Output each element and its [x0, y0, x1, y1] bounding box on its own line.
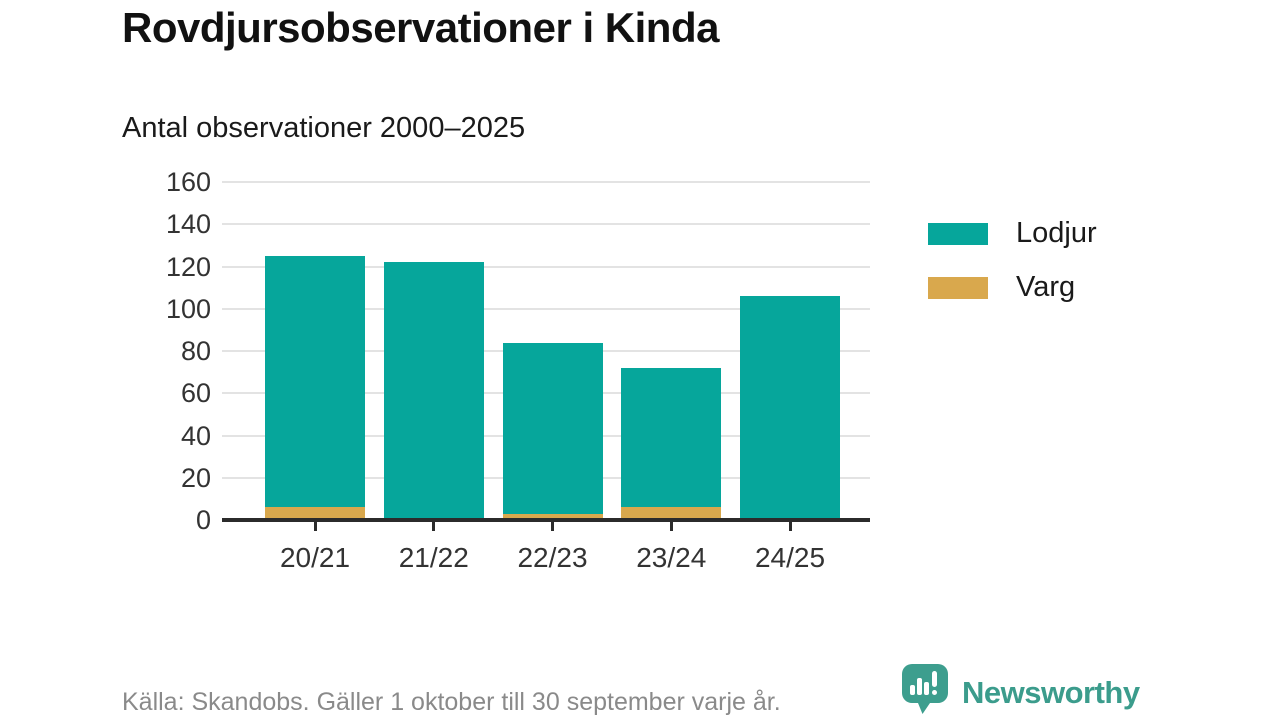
legend-label-varg: Varg: [1016, 271, 1076, 303]
x-axis-label-21-22: 21/22: [398, 542, 469, 573]
logo-bar-mid: [924, 682, 929, 695]
x-axis-label-24-25: 24/25: [754, 542, 826, 573]
x-axis-tick-21-22: [432, 522, 436, 531]
y-axis-tick-label-120: 120: [165, 251, 211, 282]
y-axis-tick-label-40: 40: [180, 420, 211, 451]
x-axis-tick-24-25: [788, 522, 792, 531]
source-note: Källa: Skandobs. Gäller 1 oktober till 3…: [122, 688, 781, 716]
y-axis-tick-label-140: 140: [165, 209, 211, 240]
y-axis-tick-label-80: 80: [180, 336, 211, 366]
bar-segment-varg-20-21: [265, 507, 365, 520]
x-axis-label-22-23: 22/23: [517, 542, 588, 573]
bar-segment-varg-23-24: [621, 507, 722, 520]
x-axis-label-23-24: 23/24: [636, 542, 707, 573]
logo-exclamation-stem: [932, 671, 937, 687]
y-axis-tick-label-60: 60: [180, 378, 211, 409]
x-axis-tick-22-23: [551, 522, 554, 531]
bar-segment-varg-22-23: [502, 513, 603, 520]
legend-swatch-lodjur: [928, 222, 988, 245]
chart-title: Rovdjursobservationer i Kinda: [122, 4, 719, 51]
newsworthy-logo-icon: [902, 664, 948, 714]
gridline-120: [222, 265, 870, 268]
legend: Lodjur Varg: [928, 217, 1097, 325]
y-axis: 0 20 40 60 80 100 120 140 160: [90, 167, 211, 535]
y-axis-tick-label-20: 20: [180, 462, 211, 493]
y-axis-tick-label-0: 0: [195, 505, 211, 535]
legend-label-lodjur: Lodjur: [1016, 217, 1097, 249]
x-axis-label-20-21: 20/21: [279, 542, 351, 573]
y-axis-tick-label-100: 100: [165, 293, 211, 324]
chart-subtitle: Antal observationer 2000–2025: [122, 112, 526, 144]
logo-bar-short: [910, 685, 915, 695]
bar-segment-lodjur-23-24: [621, 367, 722, 508]
x-axis-tick-23-24: [669, 522, 673, 531]
bar-segment-lodjur-22-23: [502, 342, 603, 514]
newsworthy-wordmark: Newsworthy: [962, 675, 1140, 710]
bar-segment-lodjur-20-21: [265, 255, 365, 508]
gridline-100: [222, 307, 870, 310]
bar-segment-lodjur-24-25: [740, 296, 840, 518]
x-axis-tick-20-21: [313, 522, 317, 531]
gridline-160: [222, 181, 870, 183]
y-axis-tick-label-160: 160: [165, 167, 211, 197]
x-axis-line: [222, 518, 870, 522]
legend-swatch-varg: [928, 276, 988, 299]
logo-exclamation-dot: [932, 690, 937, 695]
logo-bar-tall: [917, 678, 922, 695]
gridline-140: [222, 223, 870, 226]
plot-area: 20/21 21/22 22/23 23/24 24/25: [222, 181, 870, 573]
bar-segment-lodjur-21-22: [383, 262, 484, 518]
legend-item-varg: Varg: [928, 271, 1097, 304]
legend-item-lodjur: Lodjur: [928, 217, 1097, 250]
